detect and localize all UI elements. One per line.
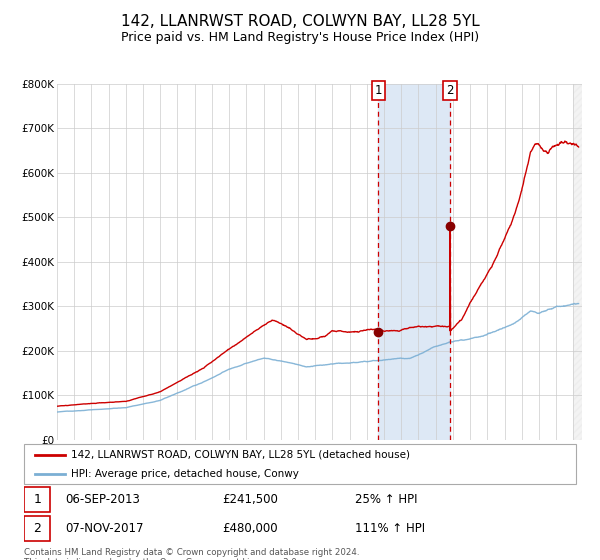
- Text: £480,000: £480,000: [223, 522, 278, 535]
- Bar: [574, 84, 599, 440]
- Text: Contains HM Land Registry data © Crown copyright and database right 2024.
This d: Contains HM Land Registry data © Crown c…: [24, 548, 359, 560]
- FancyBboxPatch shape: [24, 516, 50, 541]
- Text: 07-NOV-2017: 07-NOV-2017: [65, 522, 144, 535]
- FancyBboxPatch shape: [24, 487, 50, 512]
- Text: 2: 2: [446, 84, 454, 97]
- Text: 1: 1: [34, 493, 41, 506]
- Text: 111% ↑ HPI: 111% ↑ HPI: [355, 522, 425, 535]
- Bar: [379, 84, 450, 440]
- Text: 25% ↑ HPI: 25% ↑ HPI: [355, 493, 418, 506]
- Text: 142, LLANRWST ROAD, COLWYN BAY, LL28 5YL: 142, LLANRWST ROAD, COLWYN BAY, LL28 5YL: [121, 14, 479, 29]
- FancyBboxPatch shape: [24, 444, 576, 484]
- Text: HPI: Average price, detached house, Conwy: HPI: Average price, detached house, Conw…: [71, 469, 299, 478]
- Text: 1: 1: [374, 84, 382, 97]
- Text: £241,500: £241,500: [223, 493, 278, 506]
- Text: 2: 2: [34, 522, 41, 535]
- Text: 06-SEP-2013: 06-SEP-2013: [65, 493, 140, 506]
- Text: Price paid vs. HM Land Registry's House Price Index (HPI): Price paid vs. HM Land Registry's House …: [121, 31, 479, 44]
- Text: 142, LLANRWST ROAD, COLWYN BAY, LL28 5YL (detached house): 142, LLANRWST ROAD, COLWYN BAY, LL28 5YL…: [71, 450, 410, 460]
